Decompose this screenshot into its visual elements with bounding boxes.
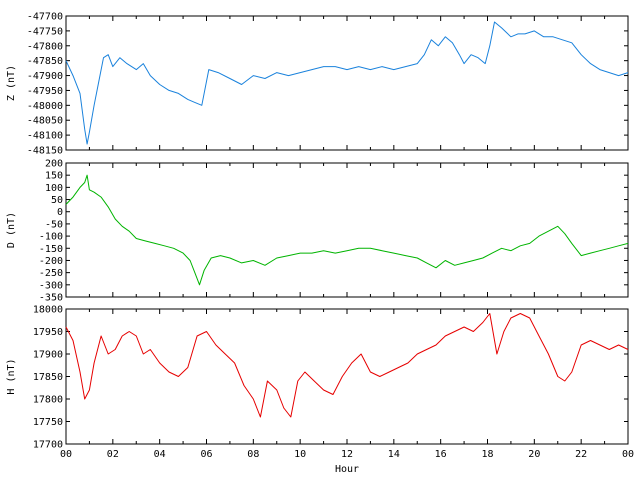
- z-ylabel: Z (nT): [6, 65, 17, 101]
- d-ytick-label: -100: [39, 232, 63, 243]
- z-ytick-label: -47750: [27, 26, 63, 37]
- h-ytick-label: 17800: [33, 395, 63, 406]
- x-tick-label: 10: [294, 449, 306, 460]
- x-tick-label: 08: [247, 449, 259, 460]
- d-ytick-label: -150: [39, 244, 63, 255]
- z-ytick-label: -47900: [27, 71, 63, 82]
- d-series-line: [65, 174, 629, 286]
- x-tick-label: 00: [60, 449, 72, 460]
- h-series-line: [65, 313, 629, 418]
- x-tick-label: 02: [107, 449, 119, 460]
- d-ytick-label: 50: [51, 195, 63, 206]
- h-panel-frame: [65, 308, 629, 445]
- d-ylabel: D (nT): [6, 212, 17, 248]
- d-ytick-label: -300: [39, 280, 63, 291]
- x-tick-label: 12: [341, 449, 353, 460]
- d-ytick-label: 150: [45, 171, 63, 182]
- d-ytick-label: -50: [45, 219, 63, 230]
- d-ytick-label: 200: [45, 159, 63, 170]
- x-tick-label: 00: [622, 449, 634, 460]
- z-ytick-label: -47800: [27, 41, 63, 52]
- x-tick-label: 14: [388, 449, 400, 460]
- h-ytick-label: 17700: [33, 440, 63, 451]
- d-ytick-label: -350: [39, 293, 63, 304]
- z-series-line: [65, 21, 629, 145]
- x-tick-label: 18: [481, 449, 493, 460]
- h-ytick-label: 17950: [33, 327, 63, 338]
- h-ytick-label: 17900: [33, 350, 63, 361]
- z-ytick-label: -48050: [27, 116, 63, 127]
- z-ytick-label: -48000: [27, 101, 63, 112]
- d-ytick-label: -200: [39, 256, 63, 267]
- x-tick-label: 04: [154, 449, 166, 460]
- z-ytick-label: -47950: [27, 86, 63, 97]
- z-ytick-label: -47850: [27, 56, 63, 67]
- d-ytick-label: 0: [57, 207, 63, 218]
- d-ytick-label: 100: [45, 183, 63, 194]
- d-ytick-label: -250: [39, 268, 63, 279]
- z-ytick-label: -47700: [27, 12, 63, 23]
- x-tick-label: 22: [575, 449, 587, 460]
- z-ytick-label: -48150: [27, 146, 63, 157]
- h-ytick-label: 17850: [33, 372, 63, 383]
- h-ylabel: H (nT): [6, 358, 17, 394]
- h-ytick-label: 18000: [33, 305, 63, 316]
- h-ytick-label: 17750: [33, 417, 63, 428]
- z-panel-frame: [65, 15, 629, 151]
- x-axis-label: Hour: [335, 464, 359, 475]
- x-tick-label: 16: [435, 449, 447, 460]
- x-tick-label: 06: [200, 449, 212, 460]
- x-tick-label: 20: [528, 449, 540, 460]
- d-panel-frame: [65, 162, 629, 298]
- z-ytick-label: -48100: [27, 131, 63, 142]
